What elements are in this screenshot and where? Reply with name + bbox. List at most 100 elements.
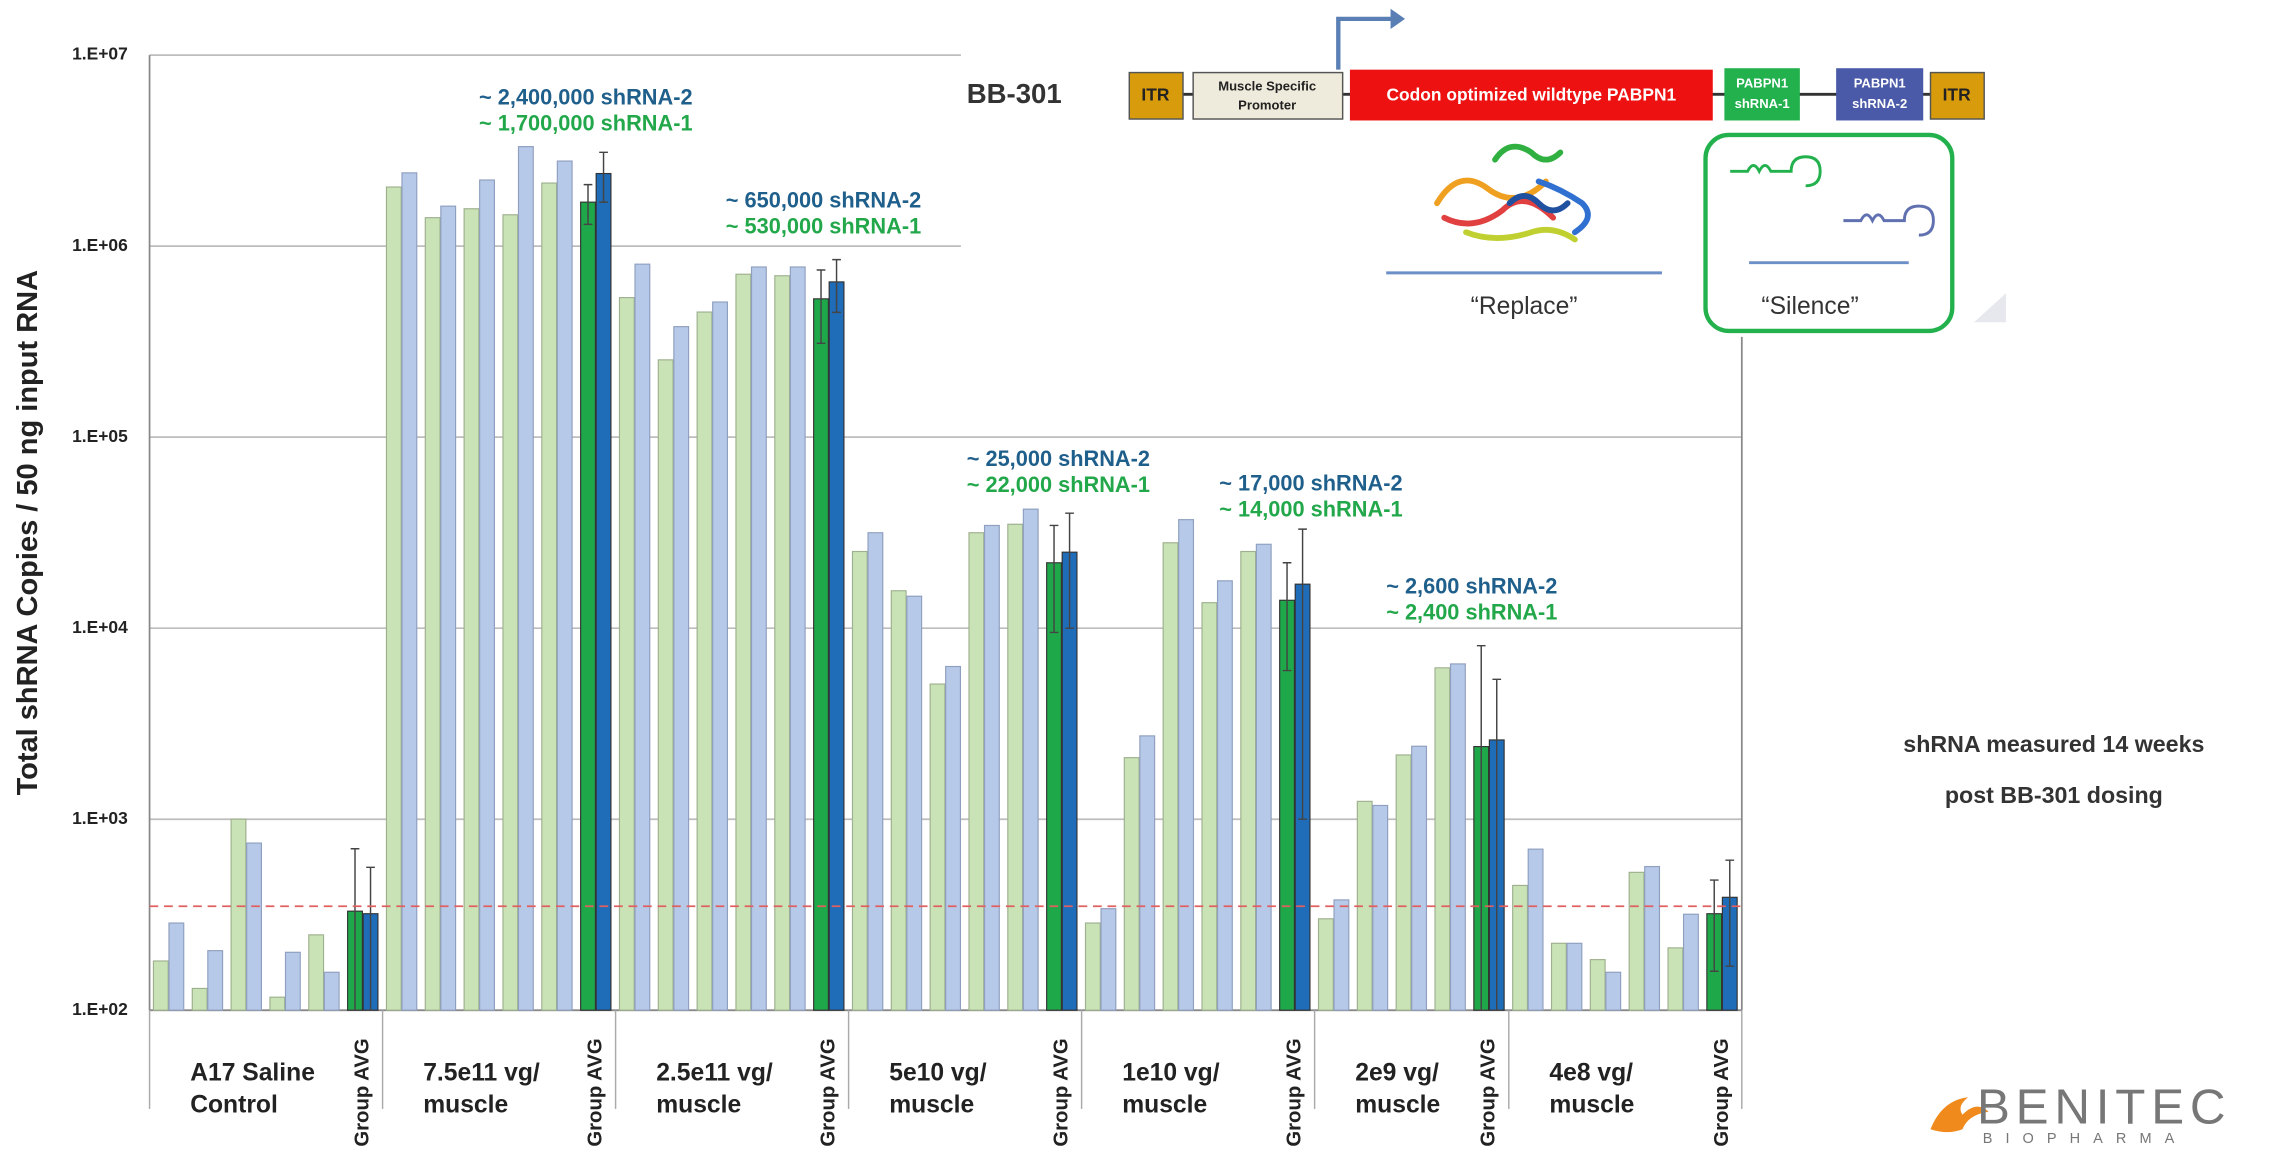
bar <box>503 215 518 1010</box>
bar <box>930 684 945 1010</box>
bar <box>1668 948 1683 1010</box>
group-label: 2e9 vg/ <box>1355 1060 1439 1087</box>
group-label: muscle <box>1355 1092 1440 1119</box>
element-label: PABPN1 <box>1736 76 1788 91</box>
bar <box>1451 664 1466 1010</box>
bar <box>208 951 223 1011</box>
group-label: 1e10 vg/ <box>1122 1060 1219 1087</box>
bar <box>868 533 883 1010</box>
bar <box>1606 972 1621 1010</box>
bar <box>441 206 456 1010</box>
avg-label: Group AVG <box>1051 1038 1073 1146</box>
bar <box>1023 509 1038 1010</box>
bar <box>635 264 650 1010</box>
bar <box>658 360 673 1010</box>
construct-diagram: BB-301 ITR Muscle Specific Promoter Codo… <box>961 0 2006 337</box>
bar <box>775 276 790 1010</box>
diagram-background <box>961 0 2006 337</box>
group-label: 7.5e11 vg/ <box>423 1060 540 1087</box>
bar <box>425 218 440 1011</box>
annotation: ~ 25,000 shRNA-2 <box>967 446 1150 471</box>
avg-label: Group AVG <box>1284 1038 1306 1146</box>
group-label: muscle <box>1122 1092 1207 1119</box>
bar <box>285 952 300 1010</box>
y-tick-label: 1.E+02 <box>72 999 128 1019</box>
bar <box>1567 943 1582 1010</box>
note: post BB-301 dosing <box>1945 782 2163 808</box>
bar <box>324 972 339 1010</box>
bar <box>169 923 184 1010</box>
bar <box>907 596 922 1010</box>
bar <box>946 667 961 1011</box>
group-label: muscle <box>889 1092 974 1119</box>
bar <box>1645 867 1660 1011</box>
y-axis-title: Total shRNA Copies / 50 ng input RNA <box>12 270 44 796</box>
bar <box>1202 603 1217 1011</box>
bar <box>1241 552 1256 1011</box>
bar <box>1513 885 1528 1010</box>
bar <box>480 180 495 1010</box>
bar <box>464 209 479 1010</box>
bar <box>969 533 984 1010</box>
bar <box>192 988 207 1010</box>
chart: Total shRNA Copies / 50 ng input RNA 1.E… <box>0 0 2276 1151</box>
y-tick-label: 1.E+07 <box>72 44 128 64</box>
bar <box>402 173 417 1010</box>
bar <box>790 267 805 1010</box>
bar <box>1256 544 1271 1010</box>
bar <box>309 935 324 1010</box>
bar <box>1163 543 1178 1010</box>
bar <box>674 327 689 1011</box>
bar <box>1124 758 1139 1011</box>
silence-label: “Silence” <box>1761 293 1858 320</box>
avg-label: Group AVG <box>352 1038 374 1146</box>
y-tick-label: 1.E+05 <box>72 426 128 446</box>
element-label: Promoter <box>1238 97 1296 112</box>
element-label: shRNA-2 <box>1852 96 1907 111</box>
annotation: ~ 2,400 shRNA-1 <box>1386 600 1557 625</box>
replace-label: “Replace” <box>1471 293 1578 320</box>
element-label: ITR <box>1943 84 1971 104</box>
annotation: ~ 2,600 shRNA-2 <box>1386 574 1557 599</box>
element-label: Codon optimized wildtype PABPN1 <box>1386 84 1676 104</box>
bar <box>153 961 168 1010</box>
group-label: 5e10 vg/ <box>889 1060 986 1087</box>
bar <box>386 187 401 1010</box>
bar <box>752 267 767 1010</box>
avg-label: Group AVG <box>1711 1038 1733 1146</box>
element-label: PABPN1 <box>1854 76 1906 91</box>
group-label: muscle <box>1549 1092 1634 1119</box>
bar <box>1435 668 1450 1010</box>
annotation: ~ 17,000 shRNA-2 <box>1219 471 1402 496</box>
bar <box>1684 914 1699 1010</box>
annotation: ~ 2,400,000 shRNA-2 <box>479 84 693 109</box>
bar <box>1396 755 1411 1010</box>
bar <box>1552 943 1567 1010</box>
bar <box>518 147 533 1011</box>
element-label: Muscle Specific <box>1218 79 1316 94</box>
bar <box>542 183 557 1010</box>
bar <box>619 298 634 1011</box>
bar <box>1085 923 1100 1010</box>
group-label: muscle <box>656 1092 741 1119</box>
bar <box>270 997 285 1010</box>
bar <box>1590 960 1605 1011</box>
bar <box>1334 900 1349 1010</box>
bar <box>1528 849 1543 1010</box>
bar <box>1629 872 1644 1010</box>
group-label: 4e8 vg/ <box>1549 1060 1633 1087</box>
construct-title: BB-301 <box>967 78 1062 109</box>
bar <box>247 843 262 1010</box>
bar <box>1101 909 1116 1011</box>
avg-label: Group AVG <box>818 1038 840 1146</box>
annotation: ~ 530,000 shRNA-1 <box>726 214 921 239</box>
bar <box>736 274 751 1010</box>
group-label: Control <box>190 1092 278 1119</box>
element-label: shRNA-1 <box>1735 96 1790 111</box>
bar <box>1218 581 1233 1010</box>
bar <box>985 525 1000 1010</box>
bar <box>1373 805 1388 1010</box>
bar <box>596 174 611 1011</box>
y-tick-label: 1.E+04 <box>72 617 128 637</box>
bar <box>891 591 906 1010</box>
